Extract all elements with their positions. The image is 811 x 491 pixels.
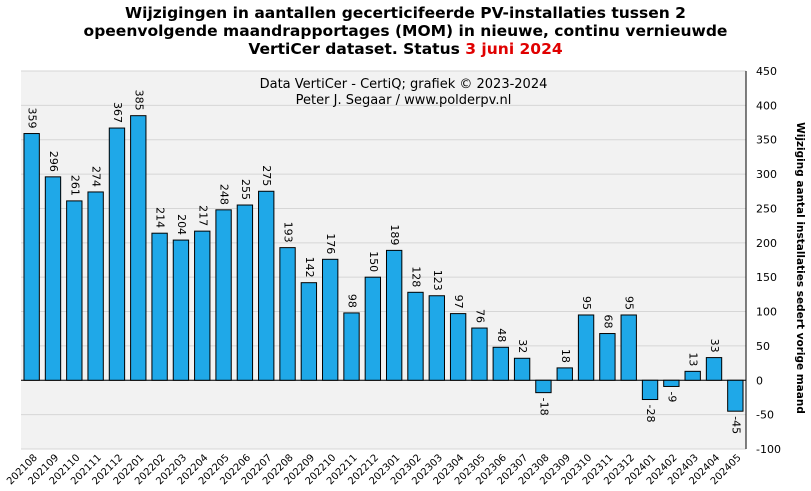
data-label: 255 — [239, 179, 252, 200]
data-label: 97 — [452, 295, 465, 309]
chart-title-line2: opeenvolgende maandrapportages (MOM) in … — [83, 22, 728, 40]
data-label: 296 — [47, 151, 60, 172]
data-label: 274 — [90, 166, 103, 187]
chart-title: Wijzigingen in aantallen gecerticifeerde… — [0, 4, 811, 58]
data-label: 48 — [495, 328, 508, 342]
data-label: 214 — [154, 207, 167, 228]
y-tick-label: 400 — [756, 99, 777, 112]
bar — [428, 295, 445, 381]
bar — [620, 314, 637, 381]
data-label: 142 — [303, 257, 316, 278]
bar — [279, 247, 296, 381]
bar — [130, 115, 147, 381]
bar — [236, 204, 254, 381]
bar — [300, 282, 318, 381]
y-tick-label: 100 — [756, 306, 777, 319]
y-axis-title: Wijziging aantal installaties sedert vor… — [794, 122, 806, 414]
y-tick-label: 0 — [756, 374, 763, 387]
bar — [23, 133, 40, 381]
bar — [492, 346, 509, 381]
data-label: 217 — [196, 205, 209, 226]
data-label: -18 — [537, 398, 550, 416]
data-label: 367 — [111, 102, 124, 123]
y-tick-label: 300 — [756, 168, 777, 181]
bar — [87, 191, 104, 381]
data-label: 128 — [409, 266, 422, 287]
data-label: 385 — [132, 90, 145, 111]
bar — [513, 357, 531, 381]
bar — [684, 370, 701, 381]
plot-background — [21, 71, 746, 449]
y-tick-label: 250 — [756, 202, 777, 215]
bar — [577, 314, 595, 381]
data-label: 359 — [26, 108, 39, 129]
data-label: 95 — [623, 296, 636, 310]
credit-line2: Peter J. Segaar / www.polderpv.nl — [296, 93, 512, 108]
bar — [364, 276, 382, 381]
y-tick-label: 200 — [756, 237, 777, 250]
bar — [343, 312, 360, 381]
data-label: -9 — [665, 391, 678, 402]
credit-line1: Data VertiCer - CertiQ; grafiek © 2023-2… — [260, 77, 548, 92]
bar — [215, 209, 232, 381]
bar — [556, 367, 573, 381]
data-labels: 359 296 261 274 367 385 214 204 217 248 255 275 193 1… — [26, 90, 743, 434]
data-label: 204 — [175, 214, 188, 235]
bar — [258, 190, 275, 381]
data-label: 248 — [218, 184, 231, 205]
bar — [151, 232, 168, 381]
status-date: 3 juni 2024 — [465, 40, 563, 58]
bar — [727, 379, 744, 412]
bar — [705, 357, 723, 381]
bar — [535, 379, 552, 394]
bar — [449, 313, 467, 381]
bar — [66, 200, 83, 381]
bar — [194, 230, 211, 381]
bar — [172, 239, 190, 381]
chart-title-line1: Wijzigingen in aantallen gecerticifeerde… — [125, 4, 686, 22]
x-tick-labels: 2021082021092021102021112021122022012022… — [5, 452, 743, 487]
data-label: 176 — [324, 233, 337, 254]
bar — [641, 379, 659, 401]
y-tick-label: 50 — [756, 340, 770, 353]
bars — [23, 115, 744, 412]
data-label: 193 — [282, 222, 295, 243]
bar — [407, 291, 424, 381]
data-label: 275 — [260, 165, 273, 186]
data-label: 123 — [431, 270, 444, 291]
y-tick-label: -50 — [756, 409, 774, 422]
bar — [108, 127, 126, 381]
y-tick-label: 450 — [756, 65, 777, 78]
data-label: 32 — [516, 339, 529, 353]
bar — [322, 258, 339, 381]
data-label: 13 — [687, 352, 700, 366]
data-label: 76 — [473, 309, 486, 323]
data-label: 150 — [367, 251, 380, 272]
data-label: -28 — [644, 405, 657, 423]
y-tick-label: -100 — [756, 443, 781, 456]
y-tick-label: 350 — [756, 134, 777, 147]
data-label: 98 — [346, 294, 359, 308]
data-label: 18 — [559, 349, 572, 363]
bar — [471, 327, 488, 381]
chart-title-line3: VertiCer dataset. Status 3 juni 2024 — [0, 40, 811, 58]
data-label: 33 — [708, 339, 721, 353]
data-label: 68 — [601, 315, 614, 329]
bar — [385, 249, 403, 381]
y-axis: -100 -50 0 50 100 150 200 250 300 350 400 450 — [745, 65, 781, 456]
bar — [599, 333, 616, 381]
data-label: 95 — [580, 296, 593, 310]
bar — [663, 379, 680, 387]
data-label: -45 — [729, 416, 742, 434]
bar — [44, 176, 62, 381]
data-label: 189 — [388, 224, 401, 245]
chart-title-line3-prefix: VertiCer dataset. Status — [248, 40, 466, 58]
y-tick-label: 150 — [756, 271, 777, 284]
data-label: 261 — [68, 175, 81, 196]
